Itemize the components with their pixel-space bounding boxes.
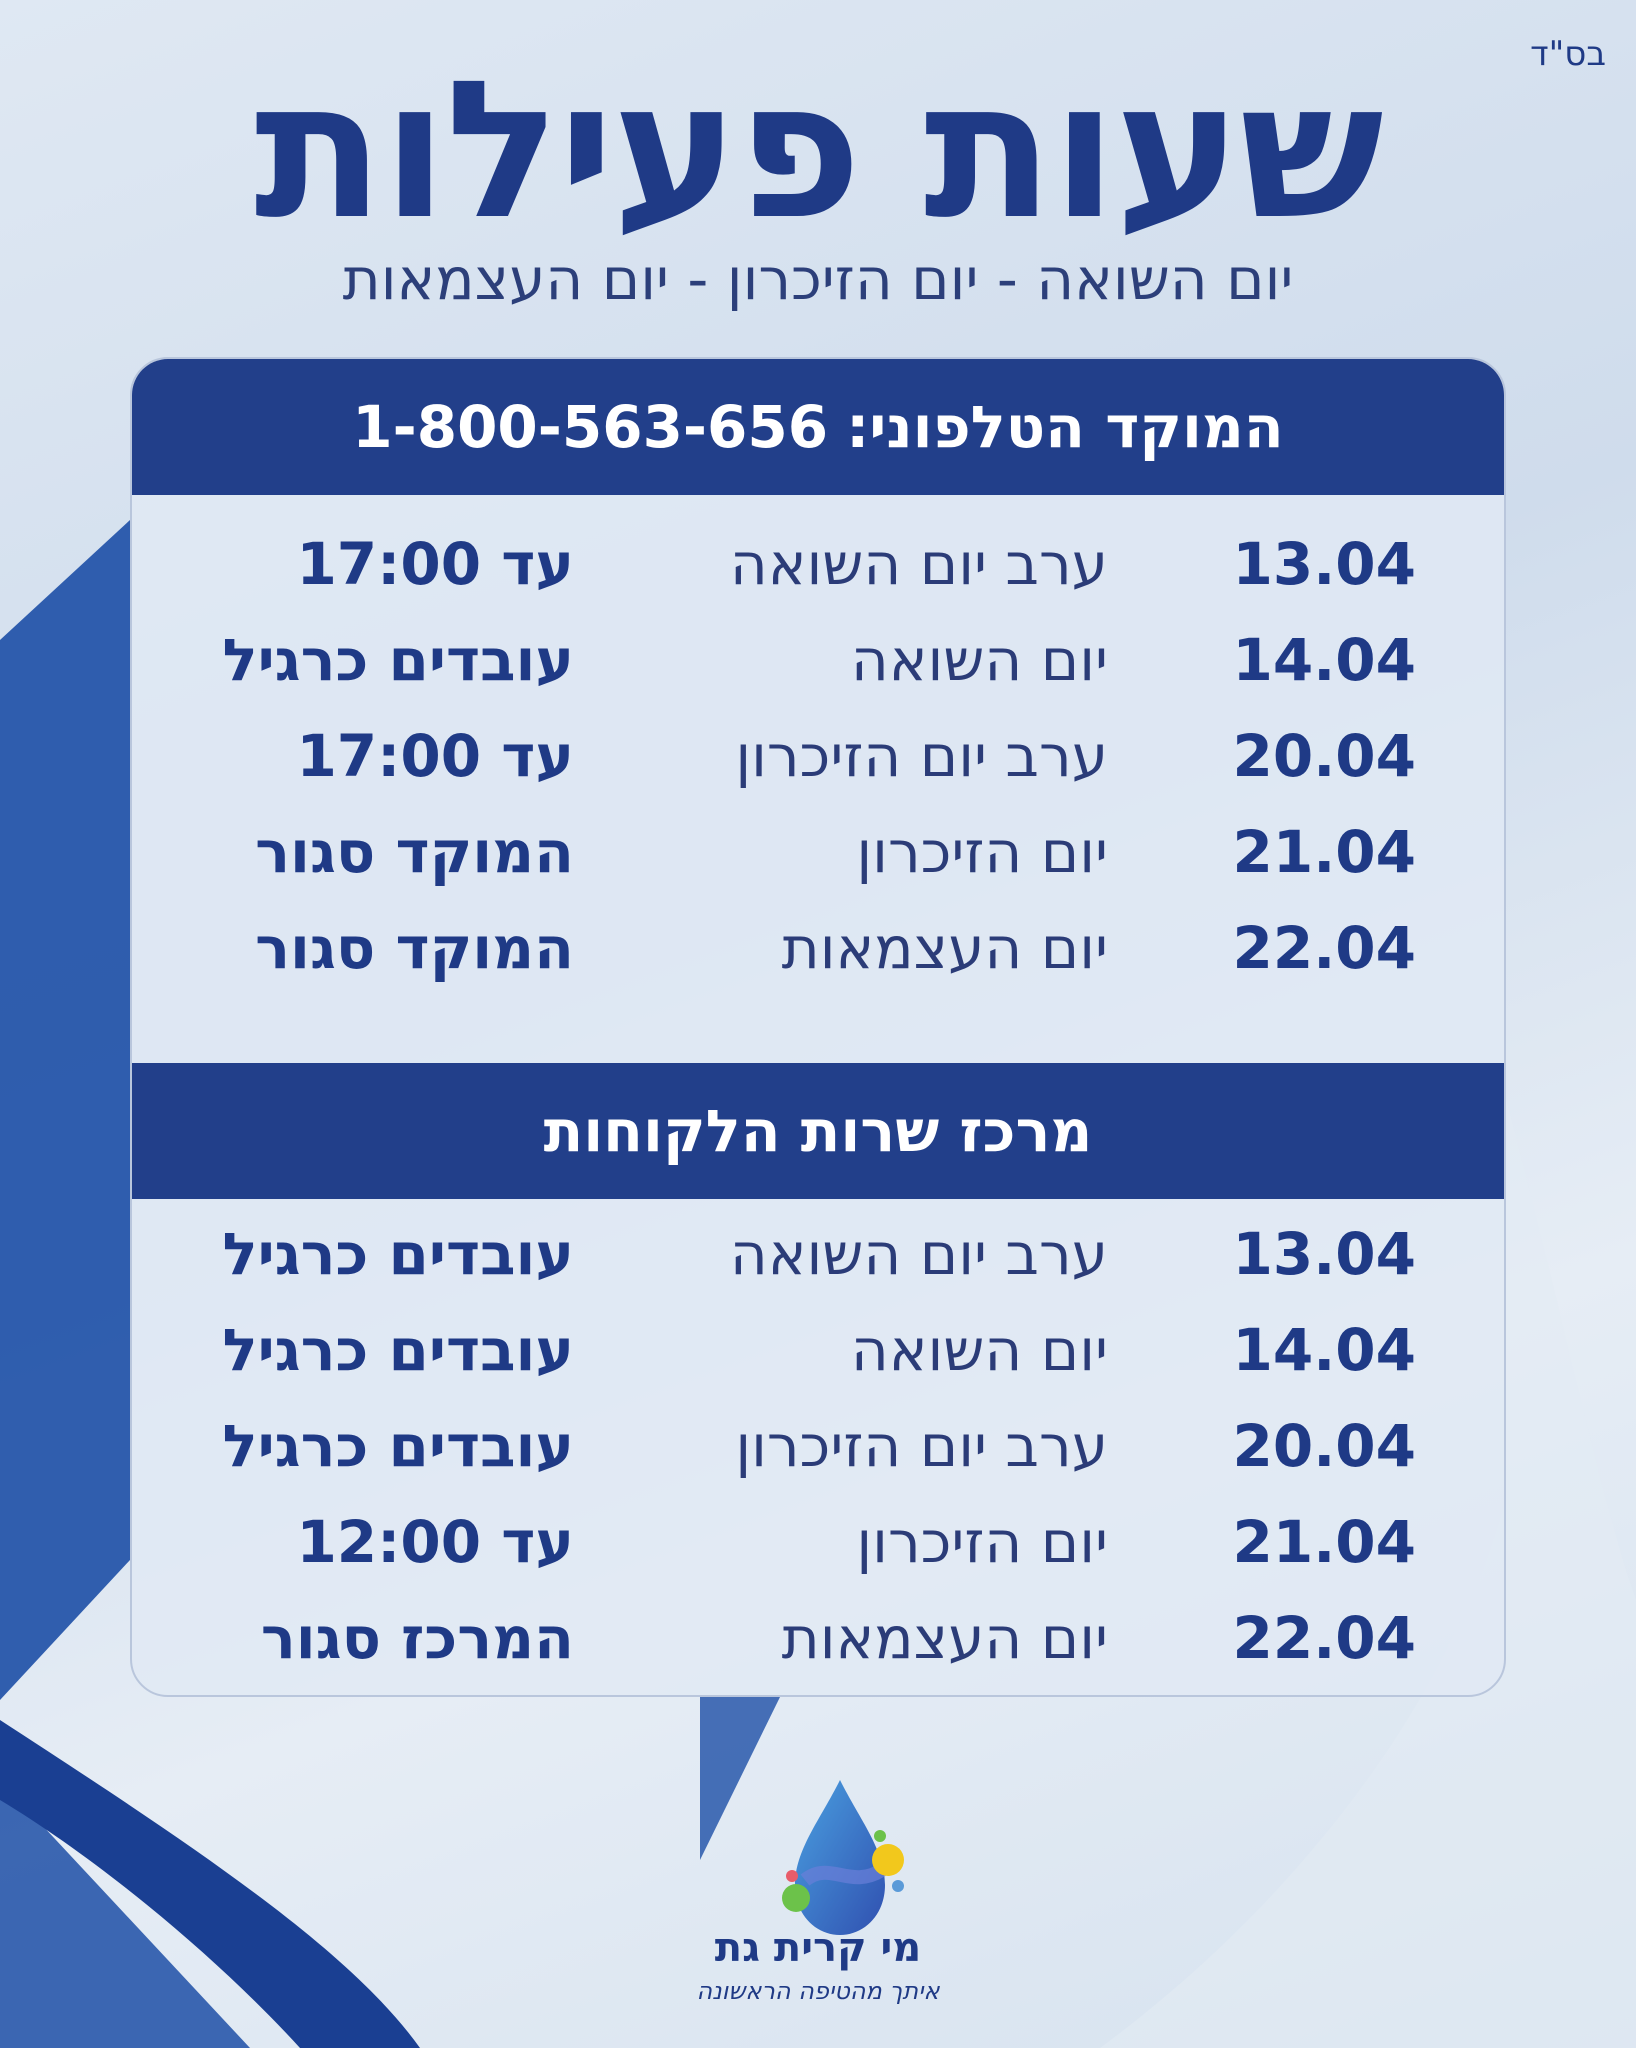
schedule-row: 14.04 יום השואה עובדים כרגיל <box>132 1302 1504 1398</box>
row-date: 22.04 <box>1232 914 1416 982</box>
bsd-mark: בס"ד <box>1530 34 1606 74</box>
section-label: המוקד הטלפוני: <box>846 393 1284 461</box>
row-date: 14.04 <box>1232 1316 1416 1384</box>
row-date: 13.04 <box>1232 530 1416 598</box>
row-day-name: יום הזיכרון <box>856 1508 1108 1576</box>
schedule-row: 22.04 יום העצמאות המוקד סגור <box>132 900 1504 996</box>
row-status: המוקד סגור <box>255 914 574 982</box>
section-label: מרכז שרות הלקוחות <box>543 1097 1093 1165</box>
schedule-row: 20.04 ערב יום הזיכרון עד 17:00 <box>132 708 1504 804</box>
row-day-name: ערב יום השואה <box>729 1220 1108 1288</box>
row-status: עובדים כרגיל <box>222 1316 574 1384</box>
phone-center-header: המוקד הטלפוני: 1-800-563-656 <box>132 359 1504 495</box>
brand-name: מי קרית גת <box>714 1925 922 1971</box>
schedule-row: 13.04 ערב יום השואה עובדים כרגיל <box>132 1206 1504 1302</box>
schedule-row: 22.04 יום העצמאות המרכז סגור <box>132 1590 1504 1686</box>
row-date: 13.04 <box>1232 1220 1416 1288</box>
row-date: 21.04 <box>1232 818 1416 886</box>
row-day-name: יום השואה <box>850 626 1108 694</box>
row-status: עד 12:00 <box>296 1508 574 1576</box>
schedule-row: 14.04 יום השואה עובדים כרגיל <box>132 612 1504 708</box>
row-status: עד 17:00 <box>296 722 574 790</box>
row-day-name: יום העצמאות <box>781 1604 1108 1672</box>
schedule-row: 21.04 יום הזיכרון עד 12:00 <box>132 1494 1504 1590</box>
row-date: 14.04 <box>1232 626 1416 694</box>
row-status: עובדים כרגיל <box>222 1220 574 1288</box>
page-title: שעות פעילות <box>254 40 1383 261</box>
row-day-name: ערב יום השואה <box>729 530 1108 598</box>
page-subtitle: יום השואה - יום הזיכרון - יום העצמאות <box>342 245 1294 313</box>
row-day-name: יום השואה <box>850 1316 1108 1384</box>
customer-service-header: מרכז שרות הלקוחות <box>132 1063 1504 1199</box>
schedule-row: 13.04 ערב יום השואה עד 17:00 <box>132 516 1504 612</box>
water-drop-logo-icon <box>782 1780 904 1935</box>
phone-number[interactable]: 1-800-563-656 <box>352 393 829 461</box>
schedule-row: 20.04 ערב יום הזיכרון עובדים כרגיל <box>132 1398 1504 1494</box>
row-status: עובדים כרגיל <box>222 1412 574 1480</box>
row-day-name: יום העצמאות <box>781 914 1108 982</box>
row-day-name: יום הזיכרון <box>856 818 1108 886</box>
schedule-row: 21.04 יום הזיכרון המוקד סגור <box>132 804 1504 900</box>
row-day-name: ערב יום הזיכרון <box>735 722 1108 790</box>
row-status: עובדים כרגיל <box>222 626 574 694</box>
row-status: עד 17:00 <box>296 530 574 598</box>
row-status: המוקד סגור <box>255 818 574 886</box>
brand-slogan: איתך מהטיפה הראשונה <box>696 1977 940 2005</box>
row-date: 20.04 <box>1232 1412 1416 1480</box>
row-date: 22.04 <box>1232 1604 1416 1672</box>
row-status: המרכז סגור <box>260 1604 574 1672</box>
hours-panel: המוקד הטלפוני: 1-800-563-656 13.04 ערב יו… <box>130 357 1506 1697</box>
row-day-name: ערב יום הזיכרון <box>735 1412 1108 1480</box>
row-date: 20.04 <box>1232 722 1416 790</box>
row-date: 21.04 <box>1232 1508 1416 1576</box>
